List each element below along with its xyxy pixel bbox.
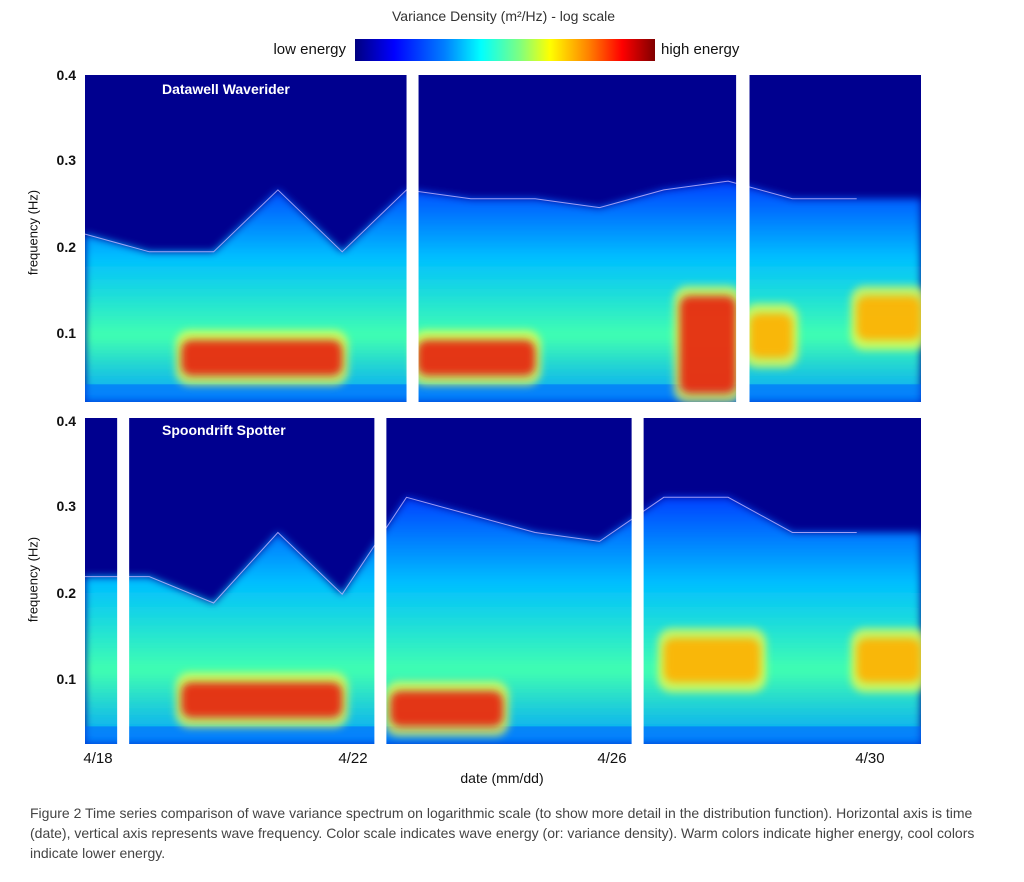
- energy-contour-line: [85, 180, 857, 253]
- peak-energy-region-5: [856, 295, 921, 341]
- energy-contour-line: [85, 496, 857, 604]
- data-gap-2: [374, 417, 387, 745]
- peak-energy-region-3: [663, 638, 761, 683]
- heatmap-panel-2: [85, 418, 921, 744]
- ylabel-bottom: frequency (Hz): [25, 536, 41, 623]
- xtick-4-26: 4/26: [597, 750, 627, 767]
- peak-energy-region-4: [856, 638, 921, 683]
- xtick-4-30: 4/30: [855, 750, 885, 767]
- ytick-bottom-0.2: 0.2: [56, 585, 76, 601]
- ytick-bottom-0.4: 0.4: [56, 413, 76, 429]
- panel-title-waverider: Datawell Waverider: [162, 81, 290, 97]
- colorbar-low-label: low energy: [273, 41, 346, 58]
- peak-energy-region-2: [417, 340, 536, 376]
- xtick-4-18: 4/18: [83, 750, 113, 767]
- peak-energy-region-3: [679, 295, 737, 394]
- panel-title-spotter: Spoondrift Spotter: [162, 422, 286, 438]
- heatmap-panel-1: [85, 75, 921, 402]
- peak-energy-region-1: [181, 682, 343, 718]
- low-frequency-band: [85, 384, 921, 402]
- data-gap-3: [631, 417, 644, 745]
- xtick-4-22: 4/22: [338, 750, 368, 767]
- ytick-top-0.3: 0.3: [56, 152, 76, 168]
- colorbar-high-label: high energy: [661, 41, 740, 58]
- data-gap-1: [117, 417, 130, 745]
- ytick-top-0.2: 0.2: [56, 239, 76, 255]
- peak-energy-region-4: [749, 313, 793, 358]
- colorbar: [355, 39, 655, 61]
- spectrogram-plots: [85, 74, 921, 745]
- ytick-bottom-0.1: 0.1: [56, 671, 76, 687]
- ytick-top-0.1: 0.1: [56, 325, 76, 341]
- figure-caption: Figure 2 Time series comparison of wave …: [30, 805, 975, 861]
- xlabel: date (mm/dd): [460, 770, 544, 786]
- ytick-bottom-0.3: 0.3: [56, 498, 76, 514]
- peak-energy-region-2: [390, 691, 503, 727]
- ytick-top-0.4: 0.4: [56, 67, 76, 83]
- data-gap-2: [736, 74, 750, 403]
- low-frequency-band: [85, 726, 921, 744]
- peak-energy-region-1: [181, 340, 343, 376]
- data-gap-1: [406, 74, 419, 403]
- ylabel-top: frequency (Hz): [25, 189, 41, 276]
- colorbar-title: Variance Density (m²/Hz) - log scale: [391, 8, 616, 24]
